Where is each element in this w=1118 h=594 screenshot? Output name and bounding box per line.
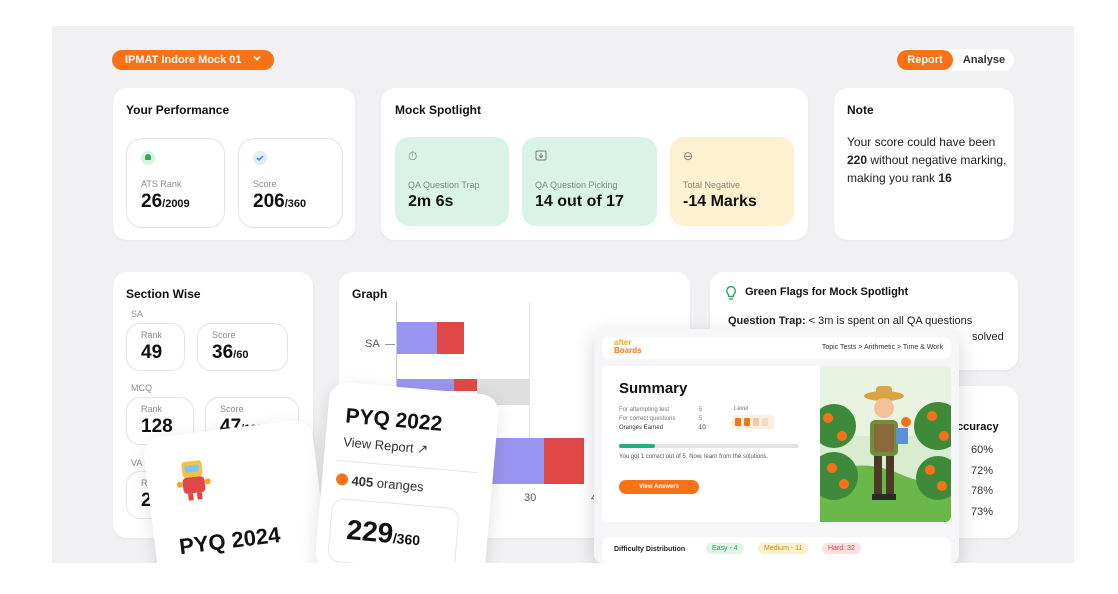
sa-score: Score 36/60 bbox=[197, 323, 288, 371]
dashboard-canvas: IPMAT Indore Mock 01 Report Analyse Your… bbox=[52, 26, 1074, 563]
rank-value: 26/2009 bbox=[141, 191, 190, 212]
minus-circle-icon: ⊖ bbox=[683, 149, 694, 163]
level-indicator bbox=[732, 415, 774, 429]
spotlight-label: QA Question Trap bbox=[408, 180, 480, 190]
section-title: Section Wise bbox=[126, 287, 201, 301]
afterboards-logo: after Boards bbox=[614, 338, 642, 355]
spotlight-item-picking: QA Question Picking 14 out of 17 bbox=[522, 137, 657, 226]
green-flags-line: Question Trap: < 3m is spent on all QA q… bbox=[728, 315, 973, 327]
accuracy-value: 60% bbox=[971, 444, 994, 456]
download-icon bbox=[535, 149, 547, 164]
note-card: Note Your score could have been 220 with… bbox=[834, 88, 1014, 240]
performance-card: Your Performance ATS Rank 26/2009 Score … bbox=[113, 88, 355, 240]
oranges-count: 405 oranges bbox=[335, 472, 424, 494]
graph-x-tick: 30 bbox=[524, 492, 537, 504]
progress-bar bbox=[619, 444, 799, 448]
note-text: Your score could have been 220 without n… bbox=[847, 135, 1007, 185]
timer-icon: ⏱ bbox=[408, 149, 418, 163]
spotlight-value: -14 Marks bbox=[683, 193, 757, 210]
check-icon bbox=[253, 151, 267, 165]
graph-y-label: SA bbox=[365, 338, 380, 350]
accuracy-value: 72% bbox=[971, 465, 994, 477]
summary-rows: For attempting test 5 For correct questio… bbox=[619, 407, 706, 431]
breadcrumb: Topic Tests > Arithmetic > Time & Work bbox=[821, 344, 943, 351]
spotlight-item-trap: ⏱ QA Question Trap 2m 6s bbox=[395, 137, 509, 226]
pyq-score-box: 229/360 bbox=[326, 497, 460, 563]
rank-label: ATS Rank bbox=[141, 179, 182, 189]
medium-badge: Medium - 11 bbox=[758, 543, 809, 554]
performance-title: Your Performance bbox=[126, 103, 230, 117]
pyq-2024-card[interactable]: PYQ 2024 bbox=[141, 418, 333, 563]
accuracy-value: 78% bbox=[971, 485, 994, 497]
spotlight-value: 14 out of 17 bbox=[535, 193, 624, 210]
graph-bar bbox=[454, 379, 477, 391]
note-title: Note bbox=[847, 103, 874, 117]
score-label: Score bbox=[253, 179, 277, 189]
tab-report[interactable]: Report bbox=[897, 50, 953, 70]
graph-bar bbox=[437, 322, 464, 354]
divider bbox=[337, 459, 478, 474]
difficulty-label: Difficulty Distribution bbox=[614, 546, 686, 553]
view-toggle: Report Analyse bbox=[896, 49, 1014, 71]
mock-select-label: IPMAT Indore Mock 01 bbox=[125, 54, 242, 66]
chevron-down-icon bbox=[252, 53, 262, 66]
va-label: VA bbox=[131, 458, 143, 468]
level-label: Level bbox=[734, 406, 749, 412]
summary-title: Summary bbox=[619, 380, 688, 397]
graph-gridline bbox=[529, 302, 530, 482]
score-value: 206/360 bbox=[253, 191, 307, 212]
accuracy-value: 73% bbox=[971, 506, 994, 518]
popup-topbar: after Boards Topic Tests > Arithmetic > T… bbox=[602, 337, 951, 359]
summary-panel: Summary For attempting test 5 For correct… bbox=[602, 366, 951, 522]
bell-icon bbox=[141, 151, 155, 165]
sa-rank: Rank 49 bbox=[126, 323, 185, 371]
rank-stat: ATS Rank 26/2009 bbox=[126, 138, 225, 228]
view-report-link[interactable]: View Report ↗ bbox=[342, 434, 429, 457]
spotlight-label: QA Question Picking bbox=[535, 180, 618, 190]
farmer-illustration bbox=[820, 366, 951, 522]
mascot-icon bbox=[171, 457, 217, 511]
easy-badge: Easy - 4 bbox=[706, 543, 744, 554]
spotlight-item-negative: ⊖ Total Negative -14 Marks bbox=[670, 137, 794, 226]
accuracy-header: ccuracy bbox=[957, 421, 999, 433]
mock-select-dropdown[interactable]: IPMAT Indore Mock 01 bbox=[112, 50, 274, 70]
green-flags-title: Green Flags for Mock Spotlight bbox=[745, 286, 909, 298]
sa-label: SA bbox=[131, 309, 144, 319]
score-stat: Score 206/360 bbox=[238, 138, 343, 228]
progress-text: You got 1 correct out of 5. Now, learn f… bbox=[619, 454, 769, 460]
spotlight-label: Total Negative bbox=[683, 180, 741, 190]
graph-bar bbox=[397, 322, 437, 354]
pyq-2022-card[interactable]: PYQ 2022 View Report ↗ 405 oranges 229/3… bbox=[314, 380, 500, 563]
pyq-2022-title: PYQ 2022 bbox=[344, 404, 444, 436]
pyq-2024-title: PYQ 2024 bbox=[177, 521, 282, 560]
topic-test-summary-popup: after Boards Topic Tests > Arithmetic > T… bbox=[594, 329, 959, 563]
mcq-label: MCQ bbox=[131, 383, 152, 393]
spotlight-card: Mock Spotlight ⏱ QA Question Trap 2m 6s … bbox=[381, 88, 808, 240]
difficulty-row: Difficulty Distribution Easy - 4 Medium … bbox=[602, 537, 951, 563]
view-answers-button[interactable]: View Answers bbox=[619, 480, 699, 494]
green-flags-line2: solved bbox=[972, 331, 1004, 343]
graph-tick bbox=[385, 344, 395, 345]
hard-badge: Hard: 32 bbox=[822, 543, 861, 554]
graph-title: Graph bbox=[352, 287, 388, 301]
spotlight-value: 2m 6s bbox=[408, 193, 454, 210]
orange-icon bbox=[335, 472, 349, 486]
graph-bar bbox=[544, 438, 584, 484]
lightbulb-icon bbox=[724, 285, 738, 306]
tab-analyse[interactable]: Analyse bbox=[962, 54, 1006, 66]
progress-fill bbox=[619, 444, 655, 448]
spotlight-title: Mock Spotlight bbox=[395, 103, 481, 117]
